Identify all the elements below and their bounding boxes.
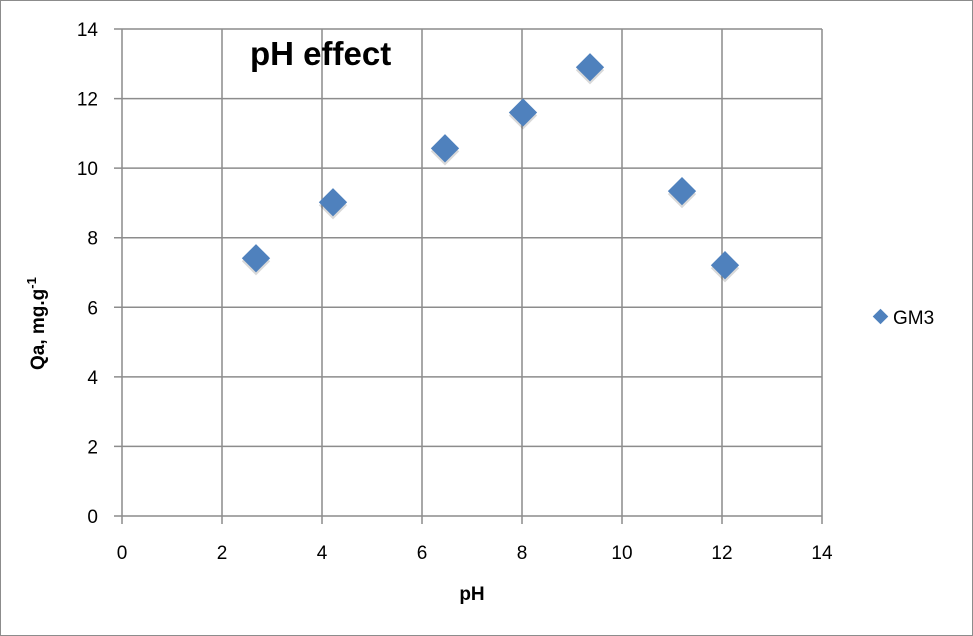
y-axis-label: Qa, mg.g-1 bbox=[24, 277, 49, 370]
legend-label: GM3 bbox=[893, 308, 934, 329]
y-tick-label: 6 bbox=[87, 298, 98, 319]
x-tick-label: 4 bbox=[317, 543, 328, 564]
x-tick-label: 2 bbox=[217, 543, 228, 564]
x-tick-label: 6 bbox=[417, 543, 428, 564]
y-tick-label: 12 bbox=[77, 90, 98, 111]
data-point-diamond-icon bbox=[318, 188, 348, 217]
y-tick-label: 4 bbox=[87, 368, 98, 389]
y-tick-label: 8 bbox=[87, 229, 98, 250]
data-point-diamond-icon bbox=[241, 244, 271, 273]
legend: GM3 bbox=[872, 308, 934, 329]
x-tick-label: 8 bbox=[517, 543, 528, 564]
data-point-diamond-icon bbox=[710, 251, 740, 280]
y-tick-label: 14 bbox=[77, 20, 99, 41]
x-tick-label: 12 bbox=[711, 543, 732, 564]
x-tick-label: 14 bbox=[811, 543, 833, 564]
data-point-diamond-icon bbox=[430, 134, 460, 163]
y-tick-label: 0 bbox=[87, 507, 98, 528]
x-tick-label: 0 bbox=[117, 543, 128, 564]
x-axis-ticks: 0 2 4 6 8 10 12 14 bbox=[117, 543, 833, 564]
chart-title: pH effect bbox=[250, 35, 391, 72]
data-point-diamond-icon bbox=[508, 98, 538, 127]
x-tick-label: 10 bbox=[611, 543, 632, 564]
x-axis-label: pH bbox=[459, 584, 484, 605]
y-tick-label: 2 bbox=[87, 437, 98, 458]
data-point-diamond-icon bbox=[667, 176, 697, 206]
y-tick-label: 10 bbox=[77, 159, 98, 180]
y-axis-ticks: 0 2 4 6 8 10 12 14 bbox=[77, 20, 99, 528]
legend-diamond-icon bbox=[872, 308, 889, 325]
gridlines bbox=[114, 28, 823, 524]
data-point-diamond-icon bbox=[575, 53, 605, 82]
